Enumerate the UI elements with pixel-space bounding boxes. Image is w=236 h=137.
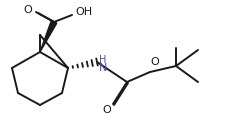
Polygon shape [40,21,57,52]
Text: O: O [151,57,159,67]
Text: H: H [99,55,107,65]
Text: OH: OH [76,7,93,17]
Text: O: O [103,105,111,115]
Text: N: N [99,63,107,73]
Text: O: O [24,5,32,15]
